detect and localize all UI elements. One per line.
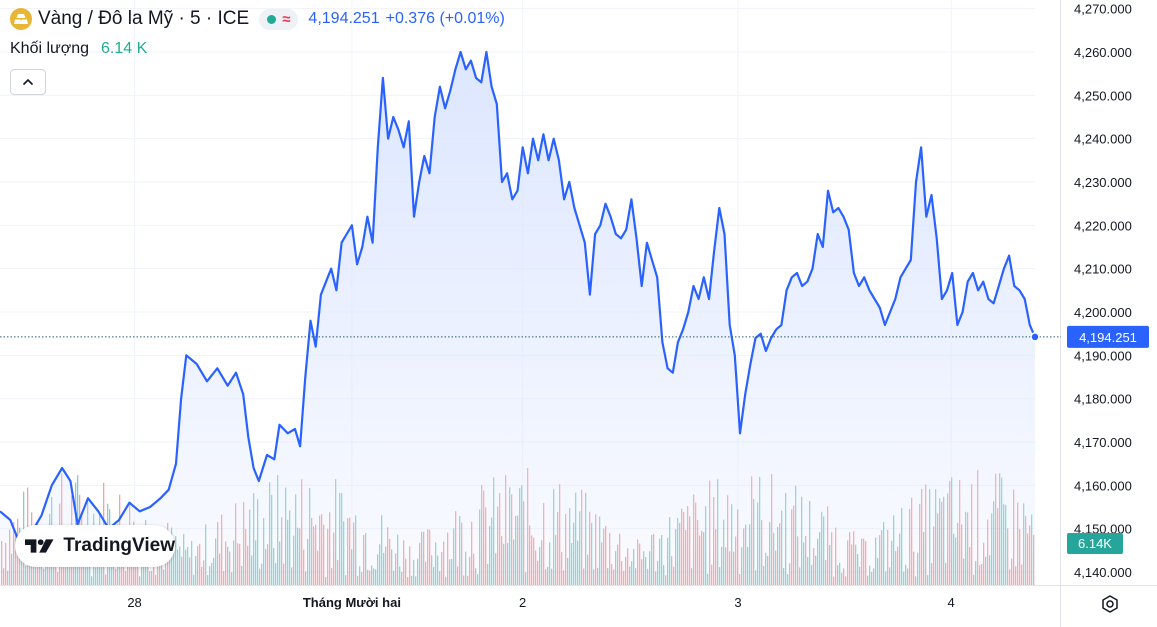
gear-icon — [1102, 595, 1118, 613]
y-tick-label: 4,240.000 — [1074, 132, 1132, 147]
market-open-icon — [267, 14, 277, 24]
y-tick-label: 4,260.000 — [1074, 45, 1132, 60]
price-area-fill — [0, 52, 1035, 585]
y-tick-label: 4,250.000 — [1074, 88, 1132, 103]
y-tick-label: 4,210.000 — [1074, 262, 1132, 277]
y-tick-label: 4,220.000 — [1074, 218, 1132, 233]
x-tick-label: 3 — [734, 595, 741, 610]
volume-tag-label: 6.14K — [1078, 536, 1112, 551]
last-price-value: 4,194.251 — [308, 10, 380, 27]
volume-legend: Khối lượng 6.14 K — [10, 40, 147, 58]
last-price-tag-label: 4,194.251 — [1079, 330, 1137, 345]
x-tick-label: 2 — [519, 595, 526, 610]
x-tick-label: 4 — [948, 595, 955, 610]
chart-settings-button[interactable] — [1098, 592, 1122, 616]
delayed-data-icon: ≈ — [282, 10, 291, 28]
volume-label[interactable]: Khối lượng — [10, 40, 90, 57]
price-change-value: +0.376 (+0.01%) — [385, 10, 505, 27]
y-axis: 4,140.000 4,150.000 4,160.000 4,170.000 4,18… — [1074, 2, 1132, 580]
y-tick-label: 4,200.000 — [1074, 305, 1132, 320]
price-line — [0, 50, 1037, 548]
y-tick-label: 4,270.000 — [1074, 2, 1132, 17]
volume-value: 6.14 K — [101, 40, 148, 57]
y-tick-label: 4,170.000 — [1074, 435, 1132, 450]
tradingview-icon — [25, 539, 54, 553]
y-tick-label: 4,150.000 — [1074, 522, 1132, 537]
y-tick-label: 4,160.000 — [1074, 478, 1132, 493]
collapse-legend-button[interactable] — [10, 69, 46, 95]
y-tick-label: 4,180.000 — [1074, 392, 1132, 407]
tradingview-wordmark: TradingView — [63, 535, 175, 556]
market-status-pill[interactable]: ≈ — [259, 8, 299, 30]
y-tick-label: 4,190.000 — [1074, 348, 1132, 363]
symbol-title[interactable]: Vàng / Đô la Mỹ · 5 · ICE — [38, 8, 250, 29]
y-tick-label: 4,230.000 — [1074, 175, 1132, 190]
chart-legend-header: Vàng / Đô la Mỹ · 5 · ICE ≈ 4,194.251 +0… — [10, 6, 505, 32]
last-price-point — [1030, 332, 1040, 342]
gold-bar-icon — [10, 8, 32, 30]
x-axis: 28 Tháng Mười hai 2 3 4 — [127, 595, 954, 610]
x-tick-label: 28 — [127, 595, 141, 610]
volume-tag: 6.14K — [1067, 533, 1123, 554]
chevron-up-icon — [22, 78, 34, 86]
tradingview-logo[interactable]: TradingView — [15, 525, 175, 567]
y-tick-label: 4,140.000 — [1074, 565, 1132, 580]
last-price-tag: 4,194.251 — [1067, 325, 1149, 348]
x-tick-label: Tháng Mười hai — [303, 595, 401, 610]
